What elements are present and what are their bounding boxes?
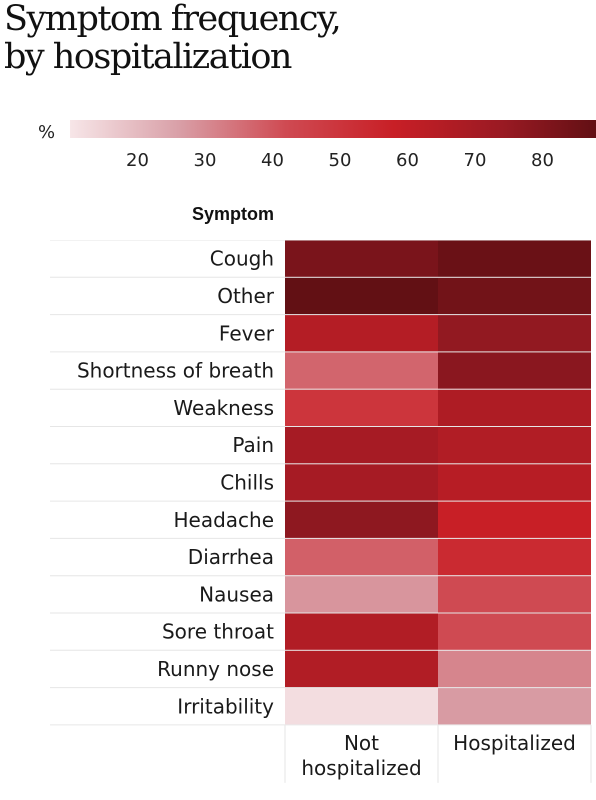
heatmap-cell	[438, 688, 591, 725]
legend-color-bar	[70, 120, 596, 138]
heatmap-cell	[438, 240, 591, 277]
row-label: Chills	[220, 470, 274, 494]
heatmap-cell	[285, 650, 438, 688]
heatmap-cell	[285, 538, 438, 576]
heatmap-cell	[438, 352, 591, 389]
row-label: Weakness	[173, 396, 274, 420]
column-label-line-2: hospitalized	[301, 756, 421, 780]
row-label: Runny nose	[157, 657, 274, 681]
color-legend: % 2030405060708090	[38, 120, 596, 171]
row-label: Diarrhea	[188, 545, 274, 569]
chart-title-line-2: by hospitalization	[4, 37, 292, 77]
heatmap-cell	[285, 501, 438, 538]
heatmap-cell	[438, 613, 591, 650]
heatmap-cell	[438, 501, 591, 538]
heatmap-cell	[438, 427, 591, 464]
legend-unit-label: %	[38, 122, 55, 143]
legend-tick-50: 50	[329, 150, 352, 171]
row-label: Nausea	[199, 582, 274, 606]
row-label: Headache	[173, 508, 274, 532]
heatmap-cell	[285, 352, 438, 389]
heatmap-cell	[438, 315, 591, 352]
legend-tick-30: 30	[194, 150, 217, 171]
heatmap-cell	[285, 427, 438, 464]
legend-tick-labels: 2030405060708090	[126, 150, 554, 171]
heatmap-cell	[438, 464, 591, 501]
legend-tick-80: 80	[531, 150, 554, 171]
row-label: Sore throat	[162, 620, 274, 644]
legend-tick-20: 20	[126, 150, 149, 171]
row-label: Cough	[210, 247, 274, 271]
heatmap-cell	[285, 277, 438, 315]
chart-title-line-1: Symptom frequency,	[4, 0, 342, 39]
heatmap-cell	[285, 464, 438, 501]
column-label: Not	[344, 731, 379, 755]
heatmap: Cough Other Fever Shortness of breath Weakne…	[50, 240, 592, 783]
heatmap-cell	[285, 315, 438, 352]
row-label: Irritability	[177, 694, 274, 718]
legend-tick-40: 40	[261, 150, 284, 171]
heatmap-cell	[285, 389, 438, 426]
chart-title: Symptom frequency, by hospitalization	[4, 0, 564, 76]
heatmap-cell	[285, 240, 438, 277]
column-label: Hospitalized	[453, 731, 576, 755]
heatmap-cell	[438, 389, 591, 426]
row-label: Shortness of breath	[77, 359, 274, 383]
row-labels: Cough Other Fever Shortness of breath Weakne…	[77, 247, 275, 719]
heatmap-cell	[438, 650, 591, 688]
row-header-label: Symptom	[191, 204, 274, 224]
heatmap-cell	[438, 576, 591, 613]
row-label: Other	[217, 284, 275, 308]
heatmap-cell	[438, 538, 591, 576]
heatmap-cell	[438, 277, 591, 315]
heatmap-cell	[285, 688, 438, 725]
heatmap-cells	[285, 240, 591, 725]
legend-tick-60: 60	[396, 150, 419, 171]
legend-tick-70: 70	[464, 150, 487, 171]
row-gridlines	[50, 240, 592, 783]
heatmap-cell	[285, 613, 438, 650]
row-label: Pain	[232, 433, 274, 457]
heatmap-cell	[285, 576, 438, 613]
row-header-area: Symptom	[0, 204, 596, 232]
row-label: Fever	[219, 321, 275, 345]
